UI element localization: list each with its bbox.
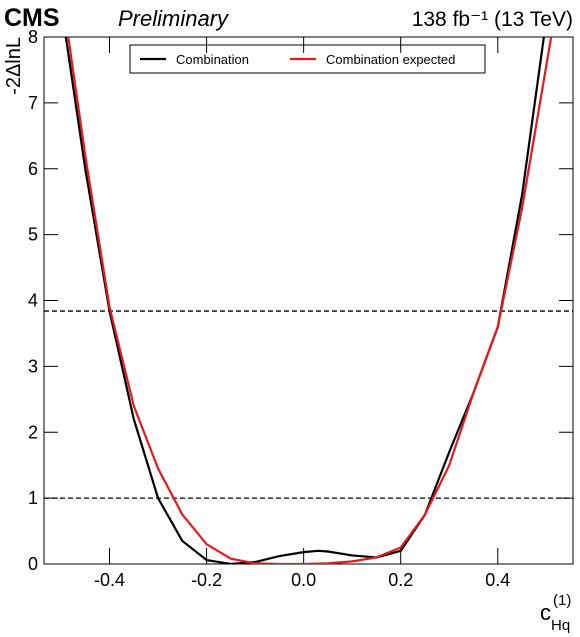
chart-title: CMS: [4, 4, 60, 32]
y-tick-label: 6: [28, 159, 38, 179]
x-label-sub: Hq: [551, 617, 570, 634]
x-tick-label: -0.4: [94, 570, 125, 590]
plot-frame: [43, 36, 574, 565]
series-line: [64, 37, 545, 564]
y-tick-label: 3: [28, 356, 38, 376]
x-tick-label: 0.0: [291, 570, 316, 590]
y-tick-label: 2: [28, 422, 38, 442]
x-tick-label: 0.2: [388, 570, 413, 590]
y-tick-label: 1: [28, 488, 38, 508]
y-tick-label: 0: [28, 554, 38, 574]
y-tick-label: 4: [28, 291, 38, 311]
x-label-base: c: [540, 600, 551, 625]
legend-label: Combination expected: [326, 52, 455, 67]
lumi-label: 138 fb⁻¹ (13 TeV): [412, 8, 573, 31]
series-line: [67, 37, 553, 564]
y-axis-label: -2ΔlnL: [3, 37, 25, 95]
plot-area: [64, 37, 553, 564]
y-tick-label: 8: [28, 27, 38, 47]
x-tick-label: 0.4: [485, 570, 510, 590]
x-tick-label: -0.2: [191, 570, 222, 590]
legend-label: Combination: [176, 52, 249, 67]
x-label-sup: (1): [553, 592, 571, 609]
chart-subtitle: Preliminary: [118, 6, 230, 31]
y-tick-label: 7: [28, 93, 38, 113]
y-tick-label: 5: [28, 225, 38, 245]
x-axis-label: cHq: [540, 600, 570, 634]
